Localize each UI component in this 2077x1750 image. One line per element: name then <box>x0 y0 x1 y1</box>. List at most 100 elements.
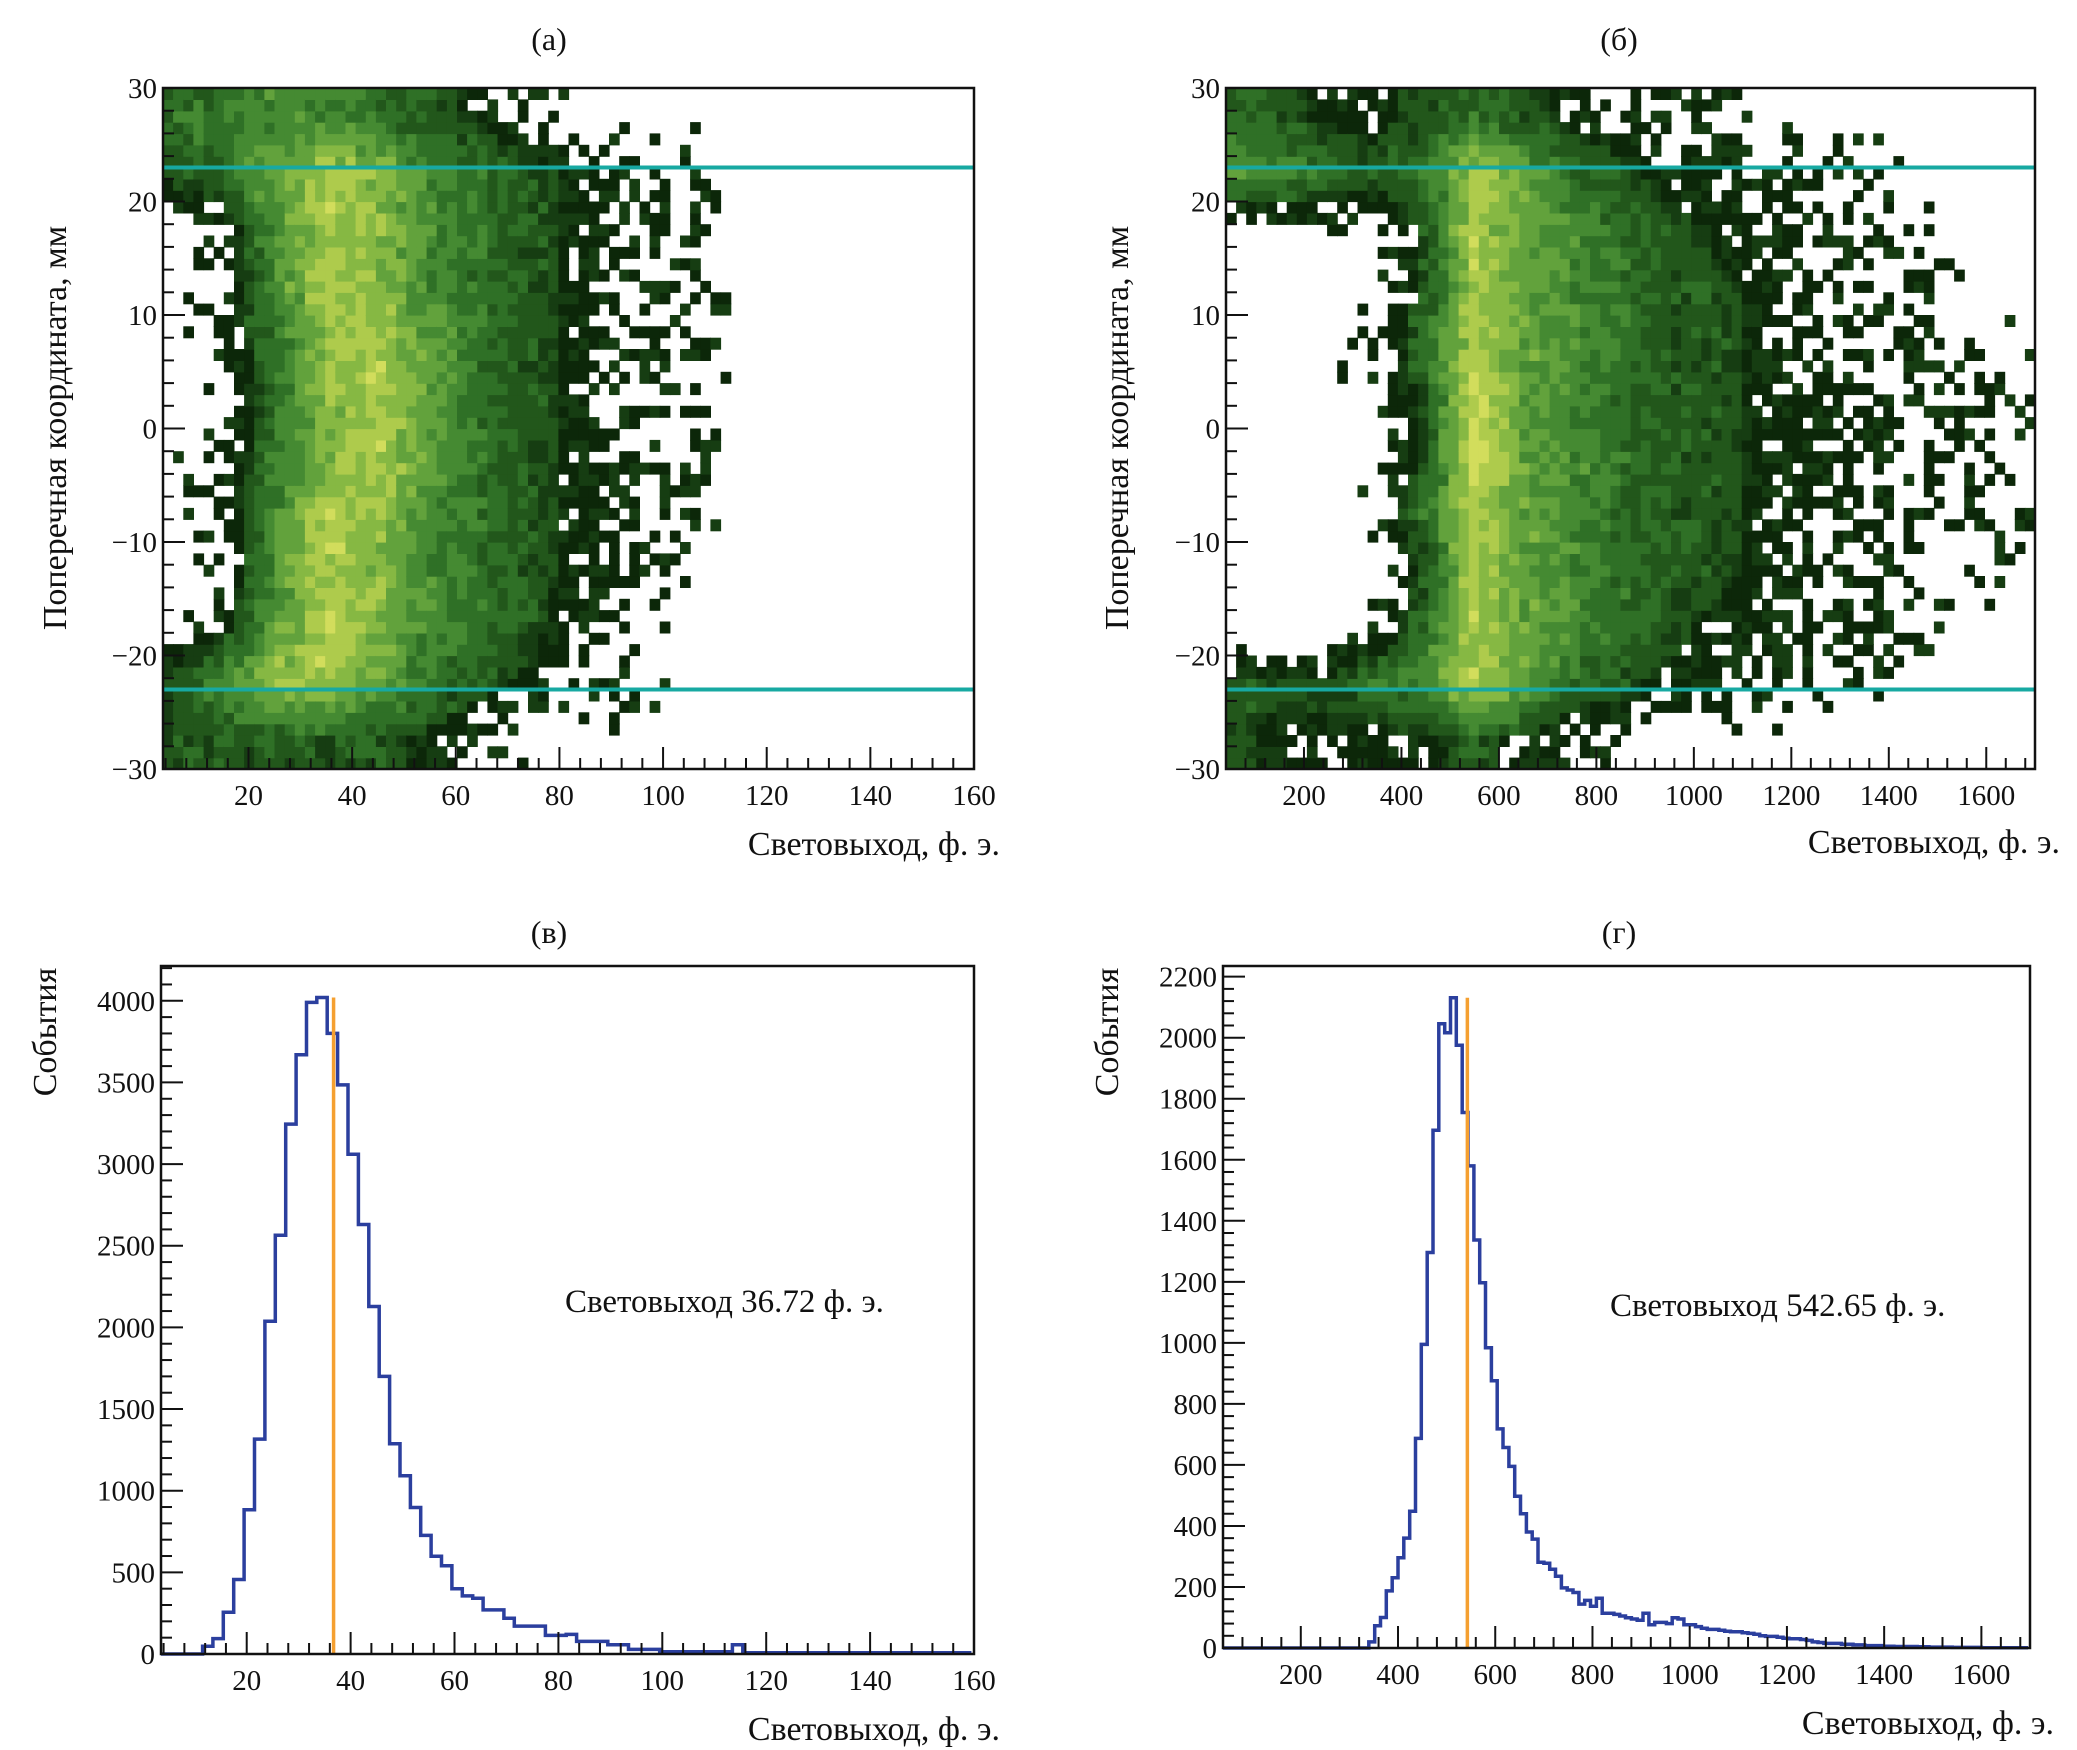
heatmap-cell <box>1539 542 1551 554</box>
heatmap-cell <box>264 553 276 566</box>
heatmap-cell <box>406 371 417 384</box>
heatmap-cell <box>467 473 478 486</box>
heatmap-cell <box>1428 224 1439 237</box>
heatmap-cell <box>386 723 397 736</box>
heatmap-cell <box>183 201 194 214</box>
heatmap-cell <box>1418 700 1429 713</box>
heatmap-cell <box>1772 394 1783 407</box>
heatmap-cell <box>1559 371 1571 384</box>
heatmap-cell <box>568 428 580 441</box>
heatmap-cell <box>1397 110 1409 123</box>
heatmap-cell <box>244 473 255 486</box>
heatmap-cell <box>1529 133 1541 146</box>
heatmap-cell <box>1671 496 1682 509</box>
heatmap-cell <box>1600 360 1611 373</box>
heatmap-cell <box>244 417 255 430</box>
heatmap-cell <box>1620 678 1632 691</box>
heatmap-cell <box>386 144 397 157</box>
heatmap-cell <box>1640 156 1652 169</box>
heatmap-cell <box>1630 360 1642 373</box>
heatmap-cell <box>446 712 458 725</box>
heatmap-cell <box>1387 462 1399 475</box>
heatmap-cell <box>213 167 225 180</box>
heatmap-cell <box>1762 178 1773 191</box>
heatmap-cell <box>1650 292 1662 305</box>
heatmap-cell <box>1519 700 1530 713</box>
heatmap-cell <box>1579 292 1591 305</box>
heatmap-cell <box>1741 110 1753 123</box>
heatmap-cell <box>487 621 499 634</box>
heatmap-cell <box>1549 655 1561 668</box>
heatmap-cell <box>1519 519 1530 532</box>
heatmap-cell <box>1630 269 1642 282</box>
heatmap-cell <box>1539 190 1551 203</box>
heatmap-cell <box>1559 326 1571 339</box>
heatmap-cell <box>1640 587 1652 600</box>
heatmap-cell <box>345 428 357 441</box>
heatmap-cell <box>315 632 326 645</box>
heatmap-cell <box>1650 88 1662 100</box>
heatmap-cell <box>1397 371 1409 384</box>
heatmap-cell <box>1681 519 1692 532</box>
heatmap-cell <box>1610 190 1621 203</box>
heatmap-cell <box>1488 144 1500 157</box>
heatmap-cell <box>1296 88 1308 100</box>
heatmap-cell <box>294 723 306 736</box>
heatmap-cell <box>1721 587 1733 600</box>
heatmap-cell <box>1671 224 1682 237</box>
heatmap-cell <box>1377 700 1389 713</box>
heatmap-cell <box>396 542 407 554</box>
heatmap-cell <box>163 712 174 725</box>
heatmap-cell <box>467 553 478 566</box>
heatmap-cell <box>1630 246 1642 259</box>
heatmap-cell <box>538 632 549 645</box>
heatmap-cell <box>1620 428 1632 441</box>
heatmap-cell <box>1681 598 1692 611</box>
heatmap-cell <box>244 246 255 259</box>
heatmap-cell <box>325 587 336 600</box>
heatmap-cell <box>1741 530 1753 543</box>
heatmap-cell <box>446 689 458 702</box>
heatmap-cell <box>446 235 458 248</box>
heatmap-cell <box>1650 269 1662 282</box>
heatmap-cell <box>294 178 306 191</box>
heatmap-cell <box>1660 496 1672 509</box>
heatmap-cell <box>355 417 367 430</box>
heatmap-cell <box>1337 99 1348 112</box>
heatmap-cell <box>548 473 559 486</box>
heatmap-cell <box>1357 303 1369 316</box>
heatmap-cell <box>1327 144 1338 157</box>
heatmap-cell <box>487 644 499 657</box>
heatmap-cell <box>294 576 306 588</box>
heatmap-cell <box>1751 451 1763 464</box>
heatmap-cell <box>234 507 245 520</box>
heatmap-cell <box>325 496 336 509</box>
heatmap-cell <box>1357 700 1369 713</box>
heatmap-cell <box>1559 156 1571 169</box>
heatmap-cell <box>1488 439 1500 452</box>
heatmap-cell <box>274 757 286 770</box>
heatmap-cell <box>1539 337 1551 350</box>
heatmap-cell <box>507 235 519 248</box>
heatmap-cell <box>1509 133 1520 146</box>
heatmap-cell <box>548 235 559 248</box>
heatmap-cell <box>1620 553 1632 566</box>
heatmap-cell <box>436 258 448 271</box>
heatmap-cell <box>578 417 590 430</box>
heatmap-cell <box>1579 644 1591 657</box>
heatmap-cell <box>1731 451 1743 464</box>
heatmap-cell <box>659 349 671 361</box>
heatmap-cell <box>700 439 711 452</box>
heatmap-cell <box>244 542 255 554</box>
heatmap-cell <box>528 315 539 327</box>
heatmap-cell <box>1660 632 1672 645</box>
heatmap-cell <box>1579 110 1591 123</box>
heatmap-cell <box>1397 383 1409 396</box>
heatmap-cell <box>254 383 265 396</box>
heatmap-cell <box>1671 598 1682 611</box>
heatmap-cell <box>406 212 417 225</box>
heatmap-cell <box>1408 201 1419 214</box>
heatmap-cell <box>1448 700 1460 713</box>
heatmap-cell <box>1478 360 1490 373</box>
heatmap-cell <box>649 224 661 237</box>
